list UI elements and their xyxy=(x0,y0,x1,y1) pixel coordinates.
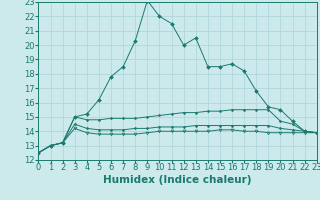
X-axis label: Humidex (Indice chaleur): Humidex (Indice chaleur) xyxy=(103,175,252,185)
